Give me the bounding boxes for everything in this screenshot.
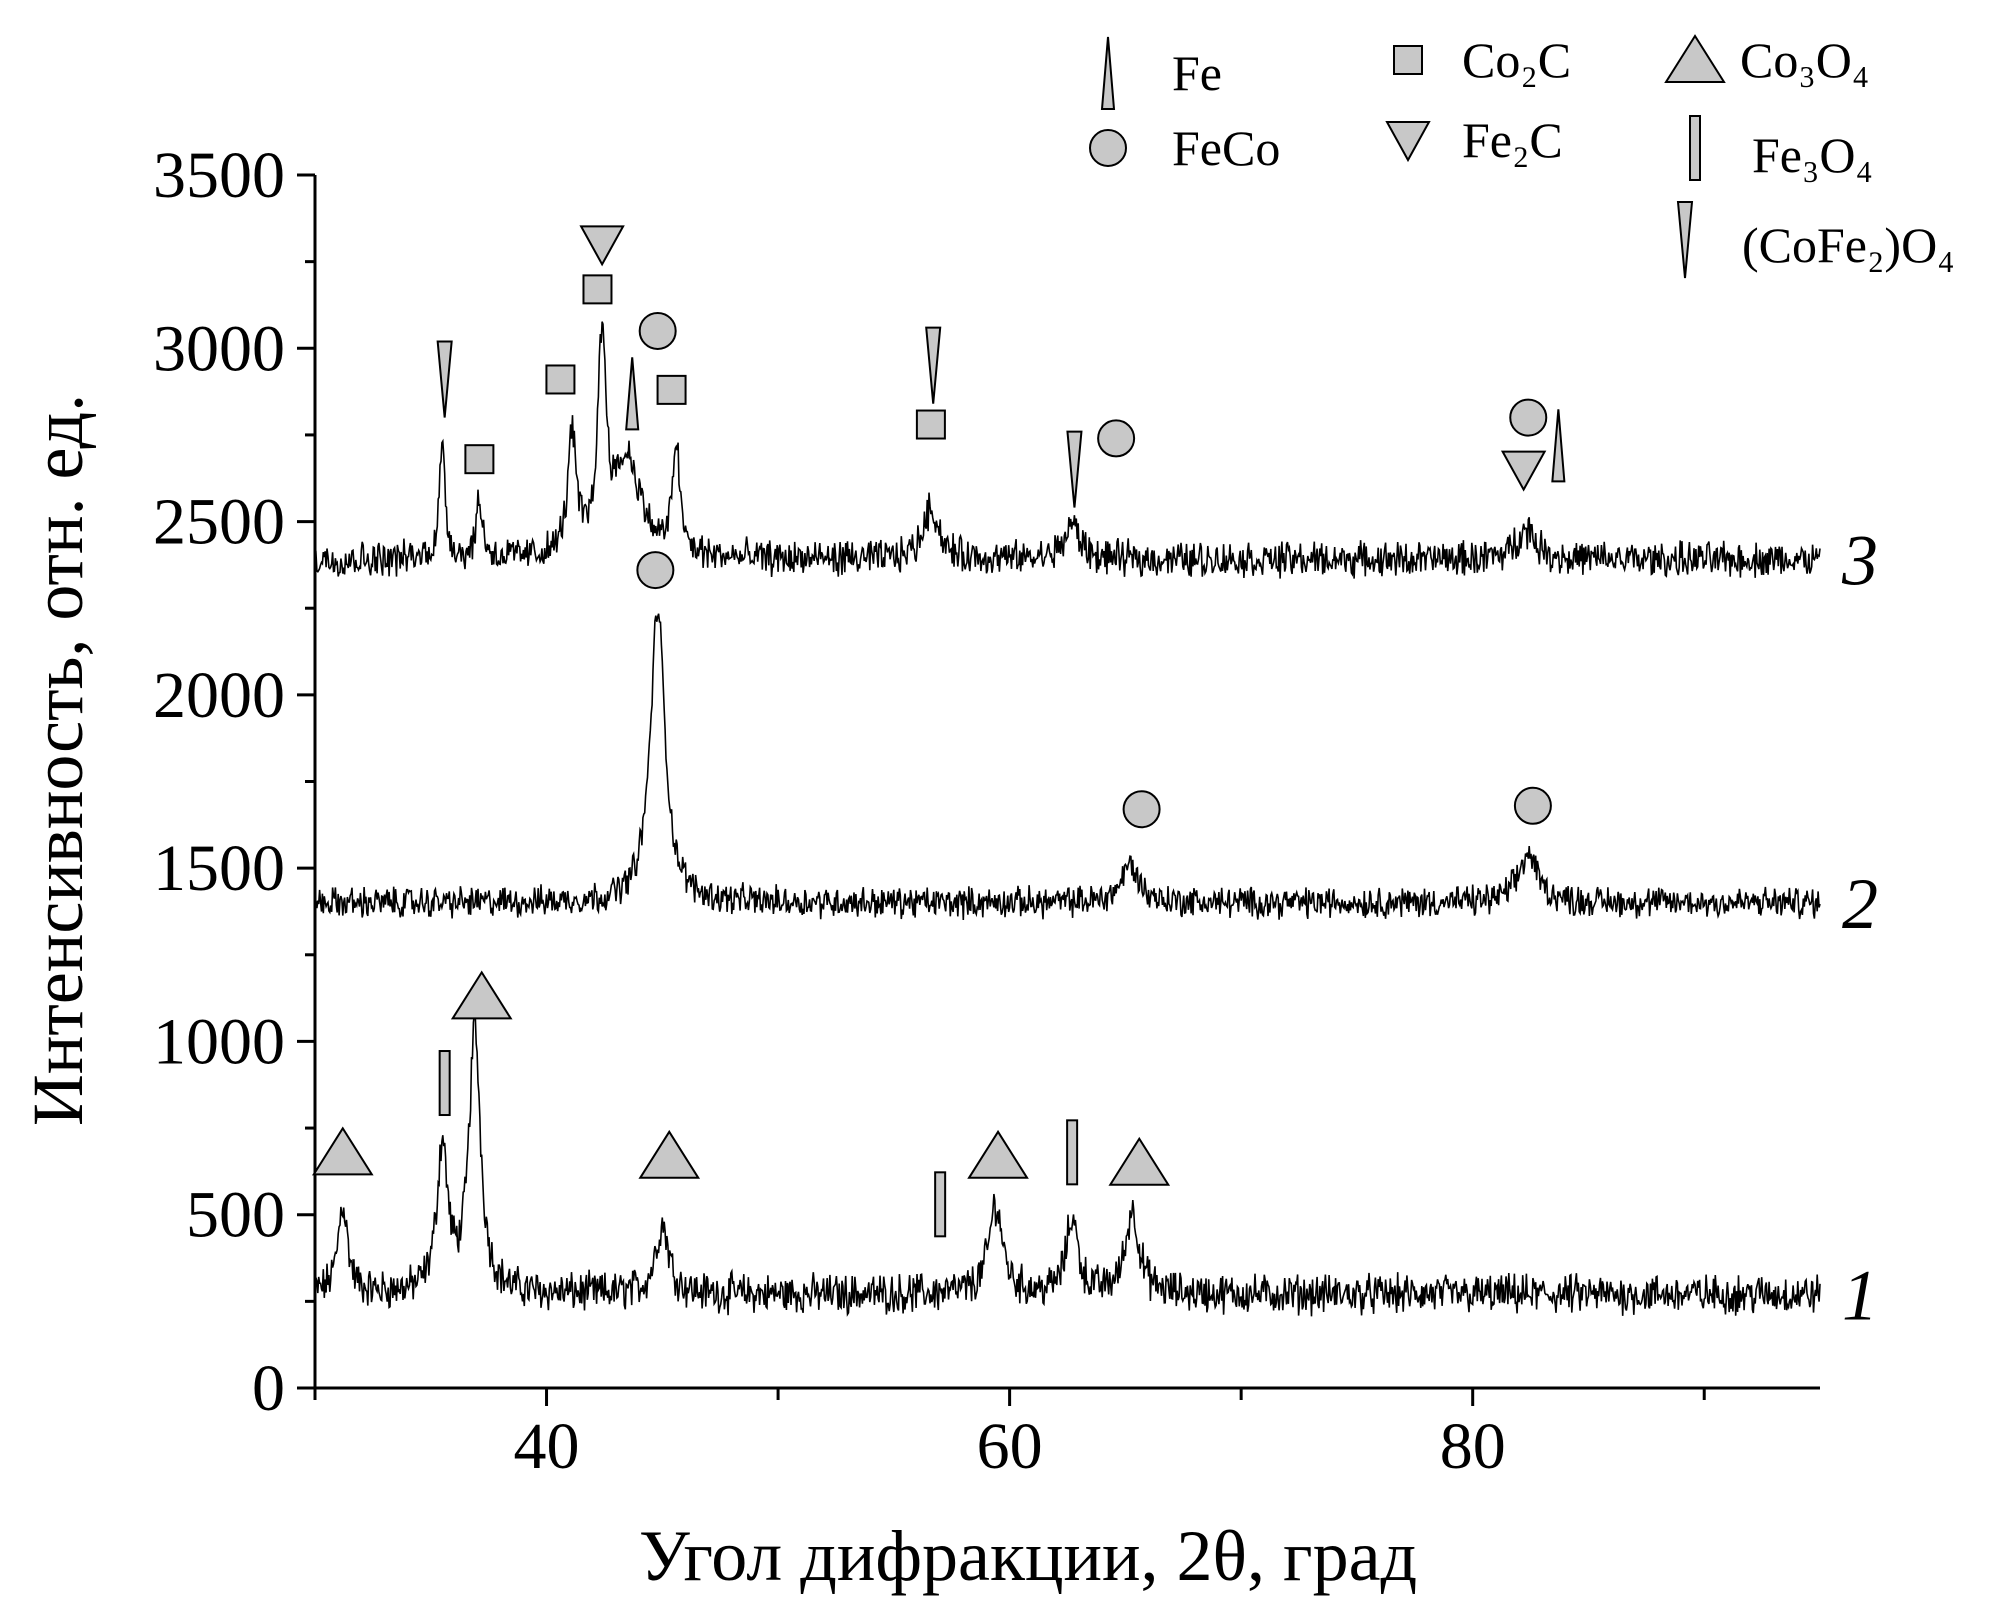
peak-marker-circle bbox=[1097, 419, 1136, 458]
y-tick-label: 3500 bbox=[153, 139, 285, 212]
legend-marker-triangle-up bbox=[1664, 34, 1726, 83]
legend-label: FeCo bbox=[1172, 120, 1280, 176]
legend-marker-square bbox=[1393, 45, 1423, 75]
legend-marker-tall-triangle-up bbox=[1100, 36, 1116, 110]
series-label-1: 1 bbox=[1842, 1255, 1878, 1335]
peak-marker-circle bbox=[1513, 786, 1552, 825]
peak-marker-triangle-up bbox=[1108, 1136, 1171, 1186]
peak-markers bbox=[311, 225, 1566, 1238]
series-label-2: 2 bbox=[1842, 864, 1878, 944]
peak-marker-tall-triangle-up bbox=[625, 357, 640, 431]
x-tick-label: 80 bbox=[1440, 1410, 1506, 1483]
series-trace-1 bbox=[314, 1010, 1821, 1317]
series-trace-3 bbox=[314, 321, 1821, 579]
y-tick-label: 1000 bbox=[153, 1005, 285, 1078]
legend-label: Co₂C bbox=[1462, 32, 1571, 88]
y-tick-label: 0 bbox=[252, 1352, 285, 1425]
peak-marker-tall-triangle-down bbox=[925, 326, 942, 404]
peak-marker-triangle-up bbox=[967, 1129, 1029, 1179]
legend-marker-circle bbox=[1089, 129, 1127, 167]
series-label-3: 3 bbox=[1841, 521, 1878, 601]
x-tick-label: 40 bbox=[514, 1410, 580, 1483]
y-tick-label: 3000 bbox=[153, 312, 285, 385]
peak-marker-triangle-up bbox=[450, 970, 513, 1020]
legend-marker-bar bbox=[1689, 115, 1701, 181]
peak-marker-square bbox=[545, 364, 576, 395]
legend-label: (CoFe₂)O₄ bbox=[1742, 217, 1955, 273]
legend: Fe FeCo Co₂C Fe₂C Co₃O₄ Fe₃O₄ (CoFe₂)O₄ bbox=[1089, 32, 1955, 279]
peak-marker-triangle-down bbox=[579, 225, 625, 267]
peak-marker-bar bbox=[438, 1050, 451, 1117]
peak-marker-square bbox=[915, 409, 946, 440]
peak-marker-circle bbox=[638, 311, 677, 350]
y-tick-label: 2500 bbox=[153, 486, 285, 559]
axes: 0 500 1000 1500 2000 2500 3000 3500 40 60 80 bbox=[153, 139, 1820, 1483]
peak-marker-circle bbox=[1122, 790, 1161, 829]
y-axis-title: Интенсивность, отн. ед. bbox=[18, 394, 98, 1126]
peak-marker-tall-triangle-down bbox=[1066, 430, 1083, 508]
peak-marker-triangle-down bbox=[1500, 450, 1547, 492]
peak-marker-bar bbox=[1066, 1119, 1079, 1186]
x-axis-title: Угол дифракции, 2θ, град bbox=[639, 1516, 1417, 1596]
peak-marker-tall-triangle-down bbox=[436, 340, 453, 418]
peak-marker-circle bbox=[1509, 398, 1548, 437]
traces: 1 2 3 bbox=[314, 321, 1878, 1335]
legend-label: Fe₃O₄ bbox=[1752, 127, 1873, 183]
legend-marker-triangle-down bbox=[1385, 121, 1431, 163]
legend-label: Fe₂C bbox=[1462, 112, 1563, 168]
peak-marker-bar bbox=[934, 1171, 947, 1238]
peak-marker-square bbox=[582, 274, 613, 305]
x-tick-label: 60 bbox=[977, 1410, 1043, 1483]
legend-marker-tall-triangle-down bbox=[1676, 201, 1694, 279]
legend-label: Co₃O₄ bbox=[1740, 32, 1869, 88]
legend-label: Fe bbox=[1172, 45, 1222, 101]
peak-marker-triangle-up bbox=[638, 1129, 701, 1179]
series-trace-2 bbox=[314, 613, 1821, 921]
peak-marker-square bbox=[656, 374, 687, 405]
peak-marker-tall-triangle-up bbox=[1551, 409, 1566, 483]
y-tick-label: 500 bbox=[186, 1179, 285, 1252]
peak-marker-triangle-up bbox=[311, 1126, 374, 1176]
y-tick-label: 1500 bbox=[153, 832, 285, 905]
peak-marker-square bbox=[464, 444, 495, 475]
y-tick-label: 2000 bbox=[153, 659, 285, 732]
peak-marker-circle bbox=[636, 551, 675, 590]
